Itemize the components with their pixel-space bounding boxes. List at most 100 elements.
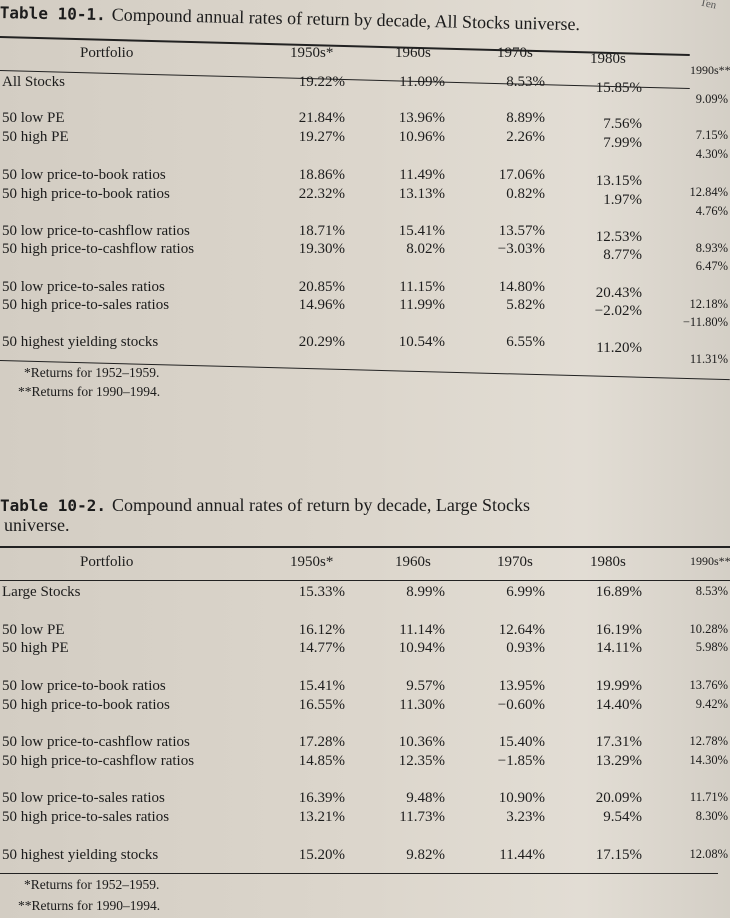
row-label: 50 low price-to-sales ratios: [2, 279, 165, 295]
column-header: Portfolio: [80, 554, 134, 570]
table-cell: 6.55%: [506, 334, 545, 350]
table-cell: 11.73%: [399, 809, 445, 825]
table-cell: 14.80%: [498, 279, 545, 295]
table-cell: 11.44%: [499, 847, 545, 863]
table-cell: 9.57%: [406, 678, 445, 694]
table-cell: 12.53%: [595, 229, 642, 245]
row-label: 50 highest yielding stocks: [2, 847, 159, 863]
table-cell: 20.09%: [595, 790, 642, 806]
table-cell: 8.53%: [506, 74, 545, 90]
table-cell: 11.09%: [399, 74, 445, 90]
table-cell: 14.40%: [595, 697, 642, 713]
row-label: 50 low price-to-sales ratios: [2, 790, 165, 806]
table-cell: 14.96%: [298, 297, 345, 313]
row-label: 50 highest yielding stocks: [2, 334, 159, 350]
row-label: 50 low PE: [2, 622, 65, 638]
row-label: 50 high price-to-book ratios: [2, 697, 170, 713]
table-cell: 7.56%: [603, 116, 642, 132]
footnote: *Returns for 1952–1959.: [24, 365, 160, 380]
table-cell: −1.85%: [497, 753, 545, 769]
table-cell: 19.22%: [298, 74, 345, 90]
table-cell: 13.96%: [398, 110, 445, 126]
footnote: **Returns for 1990–1994.: [18, 384, 161, 399]
table-cell: 4.76%: [695, 204, 728, 218]
row-label: 50 high PE: [2, 129, 69, 145]
table-cell: 13.29%: [595, 753, 642, 769]
table-cell: 8.99%: [406, 584, 445, 600]
table-cell: 10.90%: [498, 790, 545, 806]
table-cell: 11.31%: [689, 352, 728, 366]
table-cell: 17.06%: [498, 167, 545, 183]
table-cell: 0.93%: [506, 640, 545, 656]
table-cell: 12.35%: [398, 753, 445, 769]
table-cell: −3.03%: [497, 241, 545, 257]
row-label: 50 low price-to-book ratios: [2, 167, 166, 183]
row-label: 50 high price-to-book ratios: [2, 186, 170, 202]
table-cell: 18.86%: [298, 167, 345, 183]
table-caption-line2: universe.: [4, 515, 70, 535]
table-cell: 5.98%: [695, 640, 728, 654]
table-cell: 16.89%: [595, 584, 642, 600]
table-cell: 13.57%: [498, 223, 545, 239]
row-label: Large Stocks: [2, 584, 81, 600]
table-cell: 8.30%: [695, 809, 728, 823]
table-cell: 11.15%: [399, 279, 445, 295]
table-cell: 16.39%: [298, 790, 345, 806]
table-cell: 4.30%: [695, 147, 728, 161]
table-cell: 14.85%: [298, 753, 345, 769]
table-cell: 14.11%: [596, 640, 642, 656]
table-cell: 11.14%: [399, 622, 445, 638]
table-cell: 10.54%: [398, 334, 445, 350]
table-caption: Compound annual rates of return by decad…: [111, 495, 531, 515]
table-cell: 20.85%: [298, 279, 345, 295]
table-top-rule: [0, 546, 730, 548]
table-cell: 15.85%: [595, 80, 642, 96]
table-cell: 6.47%: [695, 259, 728, 273]
table-cell: 1.97%: [603, 192, 642, 208]
table-cell: 9.42%: [695, 697, 728, 711]
table-cell: 8.77%: [603, 247, 642, 263]
column-header: 1950s*: [290, 554, 334, 570]
table-cell: 16.19%: [595, 622, 642, 638]
table-cell: 19.99%: [595, 678, 642, 694]
table-cell: 0.82%: [506, 186, 545, 202]
table-cell: 9.48%: [406, 790, 445, 806]
table-cell: 21.84%: [298, 110, 345, 126]
row-label: 50 high price-to-cashflow ratios: [2, 241, 195, 257]
table-cell: 14.77%: [298, 640, 345, 656]
table-cell: 10.96%: [398, 129, 445, 145]
table-cell: 7.15%: [695, 128, 728, 142]
table-cell: 22.32%: [298, 186, 345, 202]
row-label: 50 high price-to-sales ratios: [2, 297, 170, 313]
table-cell: 13.13%: [398, 186, 445, 202]
table-cell: −0.60%: [497, 697, 545, 713]
table-cell: 15.20%: [298, 847, 345, 863]
table-cell: 20.29%: [298, 334, 345, 350]
row-label: 50 low PE: [2, 110, 65, 126]
table-number: Table 10-2.: [0, 496, 106, 515]
table-cell: 15.41%: [398, 223, 445, 239]
table-header-rule: [0, 580, 730, 581]
table-bottom-rule: [0, 873, 718, 874]
table-cell: 12.84%: [689, 185, 728, 199]
table-cell: 9.82%: [406, 847, 445, 863]
table-cell: 12.78%: [689, 734, 728, 748]
table-cell: 8.89%: [506, 110, 545, 126]
row-label: All Stocks: [2, 74, 65, 90]
table-cell: 15.33%: [298, 584, 345, 600]
table-cell: 10.36%: [398, 734, 445, 750]
table-cell: 11.20%: [596, 340, 642, 356]
table-cell: 8.02%: [406, 241, 445, 257]
table-cell: 11.71%: [689, 790, 728, 804]
table-cell: 17.28%: [298, 734, 345, 750]
table-cell: 11.99%: [399, 297, 445, 313]
table-cell: 15.41%: [298, 678, 345, 694]
table-cell: 11.49%: [399, 167, 445, 183]
row-label: 50 high PE: [2, 640, 69, 656]
table-cell: −2.02%: [594, 303, 642, 319]
table-cell: 13.76%: [689, 678, 728, 692]
table-cell: 15.40%: [498, 734, 545, 750]
table-cell: 19.27%: [298, 129, 345, 145]
row-label: 50 low price-to-book ratios: [2, 678, 166, 694]
table-number: Table 10-1.: [0, 2, 106, 25]
